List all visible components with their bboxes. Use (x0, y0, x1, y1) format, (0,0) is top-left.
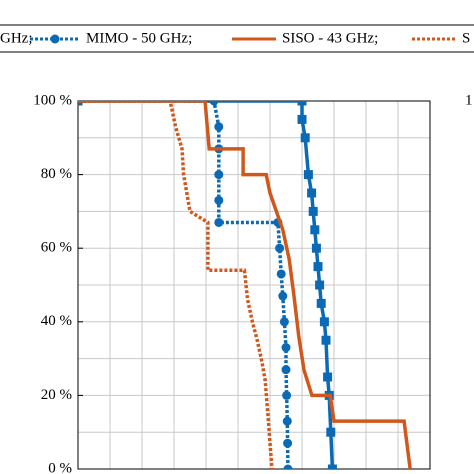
marker (282, 416, 292, 426)
marker (327, 464, 337, 469)
legend-label: MIMO - 50 GHz; (86, 30, 192, 46)
next-axis-tick-label: 1 (465, 92, 473, 108)
marker (214, 195, 224, 205)
marker (282, 390, 292, 400)
marker (214, 122, 224, 132)
y-tick-label: 100 % (33, 92, 72, 108)
marker (297, 101, 307, 106)
marker (323, 372, 333, 382)
marker (209, 101, 219, 106)
marker (307, 188, 317, 198)
y-tick-label: 80 % (41, 166, 72, 182)
marker (326, 427, 336, 437)
marker (283, 438, 293, 448)
marker (316, 298, 326, 308)
marker (297, 114, 307, 124)
plot-area: 0 % 20 % 40 % 60 % 80 % 100 % (33, 92, 431, 474)
legend-label: GHz; (0, 30, 33, 46)
marker (310, 225, 320, 235)
marker (319, 317, 329, 327)
marker (278, 291, 288, 301)
marker (283, 464, 293, 469)
y-tick-label: 40 % (41, 313, 72, 329)
legend-label: S (462, 30, 470, 46)
marker (279, 317, 289, 327)
marker (311, 243, 321, 253)
marker (308, 206, 318, 216)
marker (321, 335, 331, 345)
marker (281, 343, 291, 353)
marker (276, 269, 286, 279)
y-tick-label: 20 % (41, 387, 72, 403)
legend: GHz; MIMO - 50 GHz; SISO - 43 GHz; S (0, 30, 470, 46)
y-tick-label: 60 % (41, 240, 72, 256)
marker (214, 217, 224, 227)
marker (300, 133, 310, 143)
marker (50, 34, 60, 44)
series-line (78, 101, 412, 469)
marker (313, 262, 323, 272)
marker (315, 280, 325, 290)
y-tick-label: 0 % (48, 460, 72, 474)
marker (275, 243, 285, 253)
series-line (78, 101, 274, 469)
legend-label: SISO - 43 GHz; (282, 30, 378, 46)
marker (303, 170, 313, 180)
marker (281, 365, 291, 375)
marker (214, 170, 224, 180)
